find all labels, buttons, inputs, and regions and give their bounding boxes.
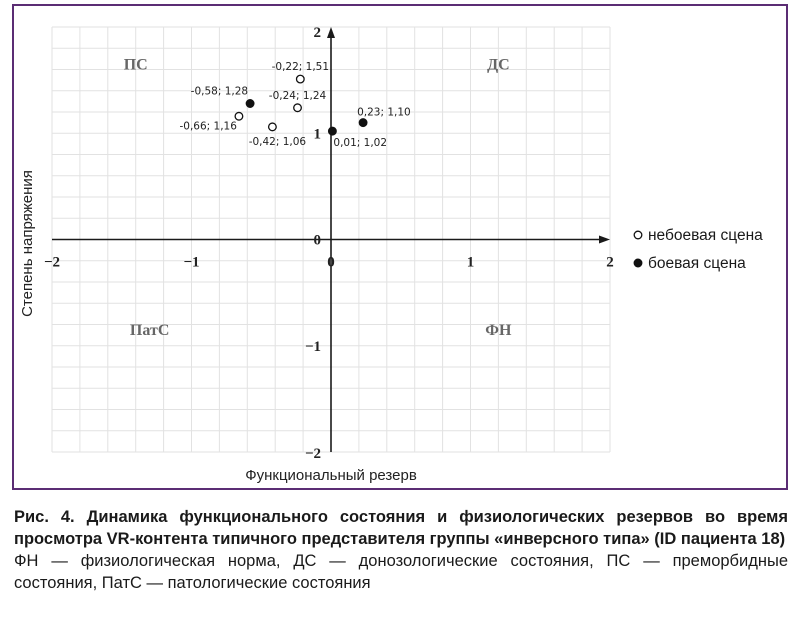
scatter-chart: −2 −1 0 1 2 2 1 0 −1 −2 ПС ДС ПатС ФН Функциональный р…	[19, 25, 763, 484]
y-tick-label: 2	[314, 25, 322, 41]
legend-label: боевая сцена	[648, 255, 746, 272]
legend-marker-open	[633, 230, 643, 240]
x-tick-label: 2	[606, 255, 614, 271]
data-point-open	[293, 103, 302, 113]
caption-note: ФН — физиологическая норма, ДС — донозол…	[14, 552, 788, 592]
data-point-label: -0,42; 1,06	[249, 136, 307, 148]
x-axis-title: Функциональный резерв	[245, 467, 417, 484]
quadrant-label: ПатС	[130, 322, 169, 339]
y-tick-label: 1	[314, 126, 322, 142]
caption-title: Рис. 4. Динамика функционального состоян…	[14, 508, 788, 548]
x-tick-label: 1	[467, 255, 475, 271]
data-point-label: -0,58; 1,28	[191, 86, 248, 98]
y-tick-label: 0	[314, 233, 322, 249]
data-point-open	[267, 122, 277, 132]
legend-marker-filled	[633, 258, 643, 268]
x-tick-label: −1	[183, 255, 199, 271]
quadrant-label: ПС	[124, 57, 148, 74]
y-tick-label: −2	[305, 446, 321, 462]
legend-label: небоевая сцена	[648, 227, 763, 244]
quadrant-label: ФН	[485, 322, 512, 339]
x-axis-arrow	[599, 235, 610, 244]
data-point-open	[234, 111, 244, 121]
data-point-filled	[358, 118, 368, 128]
data-point-label: 0,23; 1,10	[357, 107, 411, 119]
data-point-open	[295, 74, 305, 84]
quadrant-label: ДС	[487, 57, 510, 74]
x-tick-label: 0	[327, 255, 335, 271]
data-point-label: -0,22; 1,51	[272, 61, 329, 73]
chart-frame: −2 −1 0 1 2 2 1 0 −1 −2 ПС ДС ПатС ФН Функциональный р…	[12, 4, 788, 490]
data-point-label: 0,01; 1,02	[333, 137, 387, 149]
y-tick-label: −1	[305, 339, 321, 355]
y-axis-arrow	[327, 27, 335, 38]
data-point-filled	[327, 126, 337, 136]
y-axis-title: Степень напряжения	[19, 170, 36, 317]
x-tick-label: −2	[44, 255, 60, 271]
figure-caption: Рис. 4. Динамика функционального состоян…	[14, 506, 788, 594]
data-point-label: -0,66; 1,16	[180, 120, 238, 132]
data-point-filled	[245, 99, 255, 108]
data-point-label: -0,24; 1,24	[269, 90, 327, 102]
